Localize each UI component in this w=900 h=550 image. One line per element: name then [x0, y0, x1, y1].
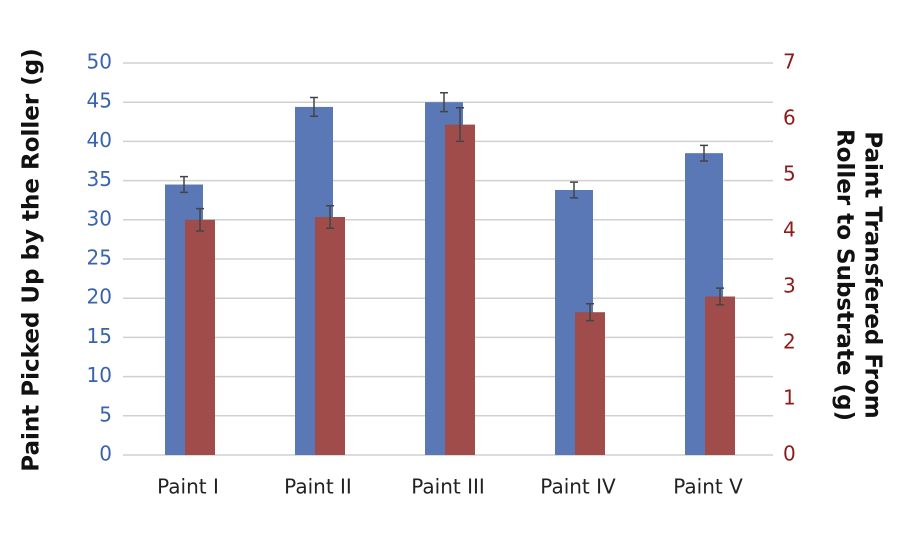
- error-bar: [440, 92, 448, 113]
- error-bar: [716, 287, 724, 306]
- y2-tick-label: 4: [783, 218, 796, 242]
- error-bar: [310, 96, 318, 118]
- y-tick-label: 20: [87, 285, 112, 309]
- x-tick-label: Paint III: [411, 475, 485, 499]
- bar: [445, 124, 475, 455]
- y2-tick-label: 3: [783, 274, 796, 298]
- y-tick-label: 5: [99, 402, 112, 426]
- error-bar: [570, 181, 578, 199]
- y-tick-label: 25: [87, 246, 112, 270]
- error-bar: [196, 207, 204, 232]
- y-tick-label: 35: [87, 167, 112, 191]
- x-tick-label: Paint I: [157, 475, 219, 499]
- bar: [315, 217, 345, 455]
- y2-axis-title: Roller to Substrate (g): [832, 129, 858, 421]
- y2-tick-label: 2: [783, 330, 796, 354]
- y-tick-label: 15: [87, 324, 112, 348]
- y2-tick-label: 0: [783, 442, 796, 466]
- error-bar: [326, 205, 334, 229]
- error-bar: [456, 107, 464, 143]
- x-tick-label: Paint II: [284, 475, 352, 499]
- error-bar: [180, 175, 188, 194]
- y2-axis-title: Paint Transfered From: [860, 131, 886, 418]
- bar: [185, 219, 215, 455]
- y-tick-label: 40: [87, 128, 112, 152]
- y-tick-label: 10: [87, 363, 112, 387]
- y2-tick-label: 6: [783, 106, 796, 130]
- y-tick-label: 45: [87, 89, 112, 113]
- y2-tick-label: 7: [783, 50, 796, 74]
- x-tick-label: Paint IV: [540, 475, 616, 499]
- y-tick-label: 50: [87, 50, 112, 74]
- y-tick-label: 30: [87, 206, 112, 230]
- error-bar: [700, 144, 708, 162]
- y-tick-label: 0: [99, 442, 112, 466]
- y2-tick-label: 1: [783, 386, 796, 410]
- y-axis-title: Paint Picked Up by the Roller (g): [19, 48, 45, 471]
- x-tick-label: Paint V: [673, 475, 743, 499]
- bar: [705, 296, 735, 455]
- bar: [575, 312, 605, 455]
- y2-tick-label: 5: [783, 162, 796, 186]
- error-bar: [586, 303, 594, 322]
